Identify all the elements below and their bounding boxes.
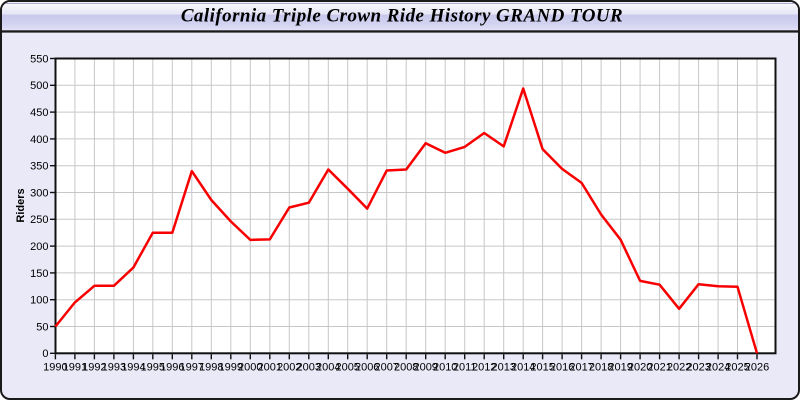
svg-text:300: 300 bbox=[30, 187, 48, 199]
svg-text:1993: 1993 bbox=[102, 361, 126, 373]
svg-text:2020: 2020 bbox=[628, 361, 652, 373]
svg-text:California Triple Crown Ride H: California Triple Crown Ride History GRA… bbox=[181, 6, 623, 27]
svg-text:400: 400 bbox=[30, 134, 48, 146]
svg-text:2004: 2004 bbox=[316, 361, 340, 373]
svg-text:250: 250 bbox=[30, 214, 48, 226]
svg-text:2013: 2013 bbox=[491, 361, 515, 373]
svg-text:2011: 2011 bbox=[453, 361, 477, 373]
svg-text:2022: 2022 bbox=[667, 361, 691, 373]
svg-text:1997: 1997 bbox=[180, 361, 204, 373]
svg-text:550: 550 bbox=[30, 53, 48, 65]
svg-text:1996: 1996 bbox=[160, 361, 184, 373]
svg-text:2026: 2026 bbox=[745, 361, 769, 373]
svg-text:100: 100 bbox=[30, 295, 48, 307]
svg-text:2016: 2016 bbox=[550, 361, 574, 373]
svg-text:150: 150 bbox=[30, 268, 48, 280]
svg-text:2009: 2009 bbox=[413, 361, 437, 373]
svg-text:2025: 2025 bbox=[725, 361, 749, 373]
svg-text:2010: 2010 bbox=[433, 361, 457, 373]
svg-text:2023: 2023 bbox=[686, 361, 710, 373]
svg-text:200: 200 bbox=[30, 241, 48, 253]
svg-text:1994: 1994 bbox=[121, 361, 145, 373]
svg-text:2019: 2019 bbox=[608, 361, 632, 373]
svg-text:2005: 2005 bbox=[335, 361, 359, 373]
svg-text:1990: 1990 bbox=[43, 361, 67, 373]
svg-text:1998: 1998 bbox=[199, 361, 223, 373]
svg-text:350: 350 bbox=[30, 161, 48, 173]
svg-text:2001: 2001 bbox=[258, 361, 282, 373]
svg-text:2007: 2007 bbox=[374, 361, 398, 373]
svg-text:1995: 1995 bbox=[141, 361, 165, 373]
svg-text:2006: 2006 bbox=[355, 361, 379, 373]
svg-text:2014: 2014 bbox=[511, 361, 535, 373]
svg-text:2000: 2000 bbox=[238, 361, 262, 373]
svg-text:450: 450 bbox=[30, 107, 48, 119]
svg-text:2017: 2017 bbox=[569, 361, 593, 373]
svg-text:2003: 2003 bbox=[297, 361, 321, 373]
svg-text:2008: 2008 bbox=[394, 361, 418, 373]
svg-text:50: 50 bbox=[36, 321, 48, 333]
svg-text:0: 0 bbox=[42, 348, 48, 360]
svg-text:2024: 2024 bbox=[706, 361, 730, 373]
svg-text:Riders: Riders bbox=[15, 188, 27, 222]
svg-text:1999: 1999 bbox=[219, 361, 243, 373]
svg-text:2021: 2021 bbox=[647, 361, 671, 373]
svg-text:1991: 1991 bbox=[63, 361, 87, 373]
svg-text:2012: 2012 bbox=[472, 361, 496, 373]
svg-text:2015: 2015 bbox=[530, 361, 554, 373]
svg-text:1992: 1992 bbox=[82, 361, 106, 373]
svg-text:500: 500 bbox=[30, 80, 48, 92]
svg-text:2002: 2002 bbox=[277, 361, 301, 373]
svg-text:2018: 2018 bbox=[589, 361, 613, 373]
